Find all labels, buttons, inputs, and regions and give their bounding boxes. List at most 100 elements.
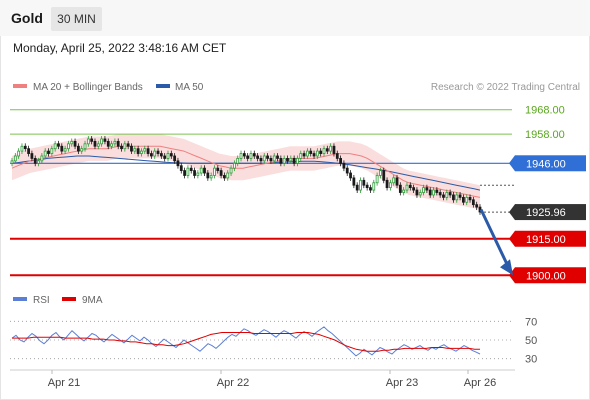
candle-body	[435, 189, 439, 193]
candle-body	[345, 167, 349, 174]
ma9-legend-label: 9MA	[82, 295, 103, 306]
candle-body	[342, 162, 346, 169]
candle-body	[249, 153, 253, 159]
candle-body	[372, 182, 376, 191]
candle-body	[73, 140, 77, 147]
candle-body	[412, 187, 416, 191]
candle-body	[173, 155, 177, 162]
current-price-pointer	[509, 204, 515, 221]
candle-body	[163, 155, 167, 159]
candle-body	[206, 172, 210, 179]
candle-body	[150, 153, 153, 157]
candle-body	[408, 184, 412, 189]
rsi-tick-70: 70	[525, 316, 537, 328]
level-badge-pointer-1900.00	[509, 267, 515, 284]
candle-body	[116, 140, 120, 147]
candle-body	[86, 138, 90, 145]
candle-body	[156, 150, 160, 154]
candle-body	[468, 196, 472, 201]
candle-body	[123, 143, 127, 150]
candle-body	[159, 153, 163, 157]
candle-body	[379, 170, 382, 176]
candle-body	[100, 138, 104, 145]
x-tick-label: Apr 22	[217, 377, 249, 389]
rsi-tick-50: 50	[525, 335, 537, 347]
candle-body	[169, 153, 173, 157]
candle-body	[213, 167, 216, 176]
candle-body	[332, 145, 336, 154]
candle-body	[183, 170, 186, 176]
candle-body	[306, 150, 309, 157]
current-price-badge	[515, 204, 586, 221]
candle-body	[302, 153, 306, 157]
candle-body	[402, 189, 406, 193]
candle-body	[93, 140, 97, 147]
candle-body	[106, 140, 110, 147]
candle-body	[352, 177, 356, 186]
instrument-title: Gold	[11, 10, 43, 26]
candle-body	[232, 162, 236, 169]
candle-body	[110, 143, 113, 147]
current-price-label: 1925.96	[526, 207, 566, 219]
candle-body	[452, 194, 455, 201]
level-label-1915.00: 1915.00	[526, 234, 566, 246]
candle-body	[219, 170, 223, 176]
candle-body	[126, 143, 130, 147]
candle-body	[465, 196, 469, 203]
level-label-1946.00: 1946.00	[526, 158, 566, 170]
x-tick-label: Apr 23	[386, 377, 418, 389]
candle-body	[418, 192, 422, 196]
candle-body	[266, 155, 269, 159]
candle-body	[113, 140, 117, 145]
candle-body	[143, 148, 147, 152]
level-badge-pointer-1915.00	[509, 230, 515, 247]
candle-body	[153, 150, 157, 157]
candle-body	[136, 148, 140, 154]
candle-body	[239, 153, 243, 159]
timeframe-badge[interactable]: 30 MIN	[51, 7, 102, 31]
candle-body	[405, 184, 409, 191]
bollinger-band	[12, 134, 480, 210]
candle-body	[96, 143, 100, 147]
candle-body	[325, 148, 329, 152]
candle-body	[60, 145, 64, 152]
candle-body	[475, 204, 479, 208]
candle-body	[216, 167, 220, 171]
candle-body	[385, 179, 389, 189]
candle-body	[369, 187, 372, 191]
candle-body	[309, 150, 313, 154]
candle-body	[442, 194, 445, 198]
candle-body	[272, 155, 276, 162]
candle-body	[478, 206, 482, 213]
x-tick-label: Apr 21	[48, 377, 80, 389]
candle-body	[40, 155, 44, 162]
rsi-legend-swatch	[13, 297, 27, 301]
candle-body	[432, 189, 435, 196]
candle-body	[322, 148, 326, 154]
candle-body	[365, 184, 369, 189]
level-label-1968.00: 1968.00	[525, 105, 565, 117]
candle-body	[269, 158, 273, 162]
ma50-legend-swatch	[156, 84, 170, 88]
candle-body	[10, 160, 14, 164]
candle-body	[359, 179, 362, 191]
candle-body	[33, 158, 37, 164]
candle-body	[83, 143, 87, 150]
candle-body	[57, 143, 60, 147]
candle-body	[252, 153, 256, 157]
candle-body	[458, 194, 462, 198]
candle-body	[80, 148, 84, 152]
ma50-legend-label: MA 50	[175, 82, 204, 93]
candle-body	[445, 192, 449, 198]
candle-body	[47, 150, 50, 154]
candle-body	[312, 153, 316, 157]
candle-body	[63, 148, 67, 152]
level-badge-1900.00	[515, 267, 586, 284]
level-badge-1915.00	[515, 230, 586, 247]
candle-body	[90, 138, 94, 142]
candle-body	[179, 165, 183, 171]
candle-body	[133, 148, 137, 152]
candle-body	[279, 158, 283, 164]
header-bar: Gold 30 MIN	[0, 0, 590, 36]
candle-body	[176, 160, 180, 167]
